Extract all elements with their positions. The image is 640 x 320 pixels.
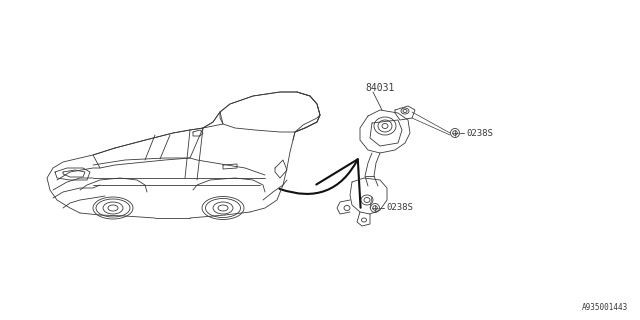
FancyArrowPatch shape (280, 159, 360, 208)
Text: 0238S: 0238S (466, 129, 493, 138)
Text: 84031: 84031 (365, 83, 394, 93)
Text: A935001443: A935001443 (582, 303, 628, 313)
Text: 0238S: 0238S (386, 204, 413, 212)
